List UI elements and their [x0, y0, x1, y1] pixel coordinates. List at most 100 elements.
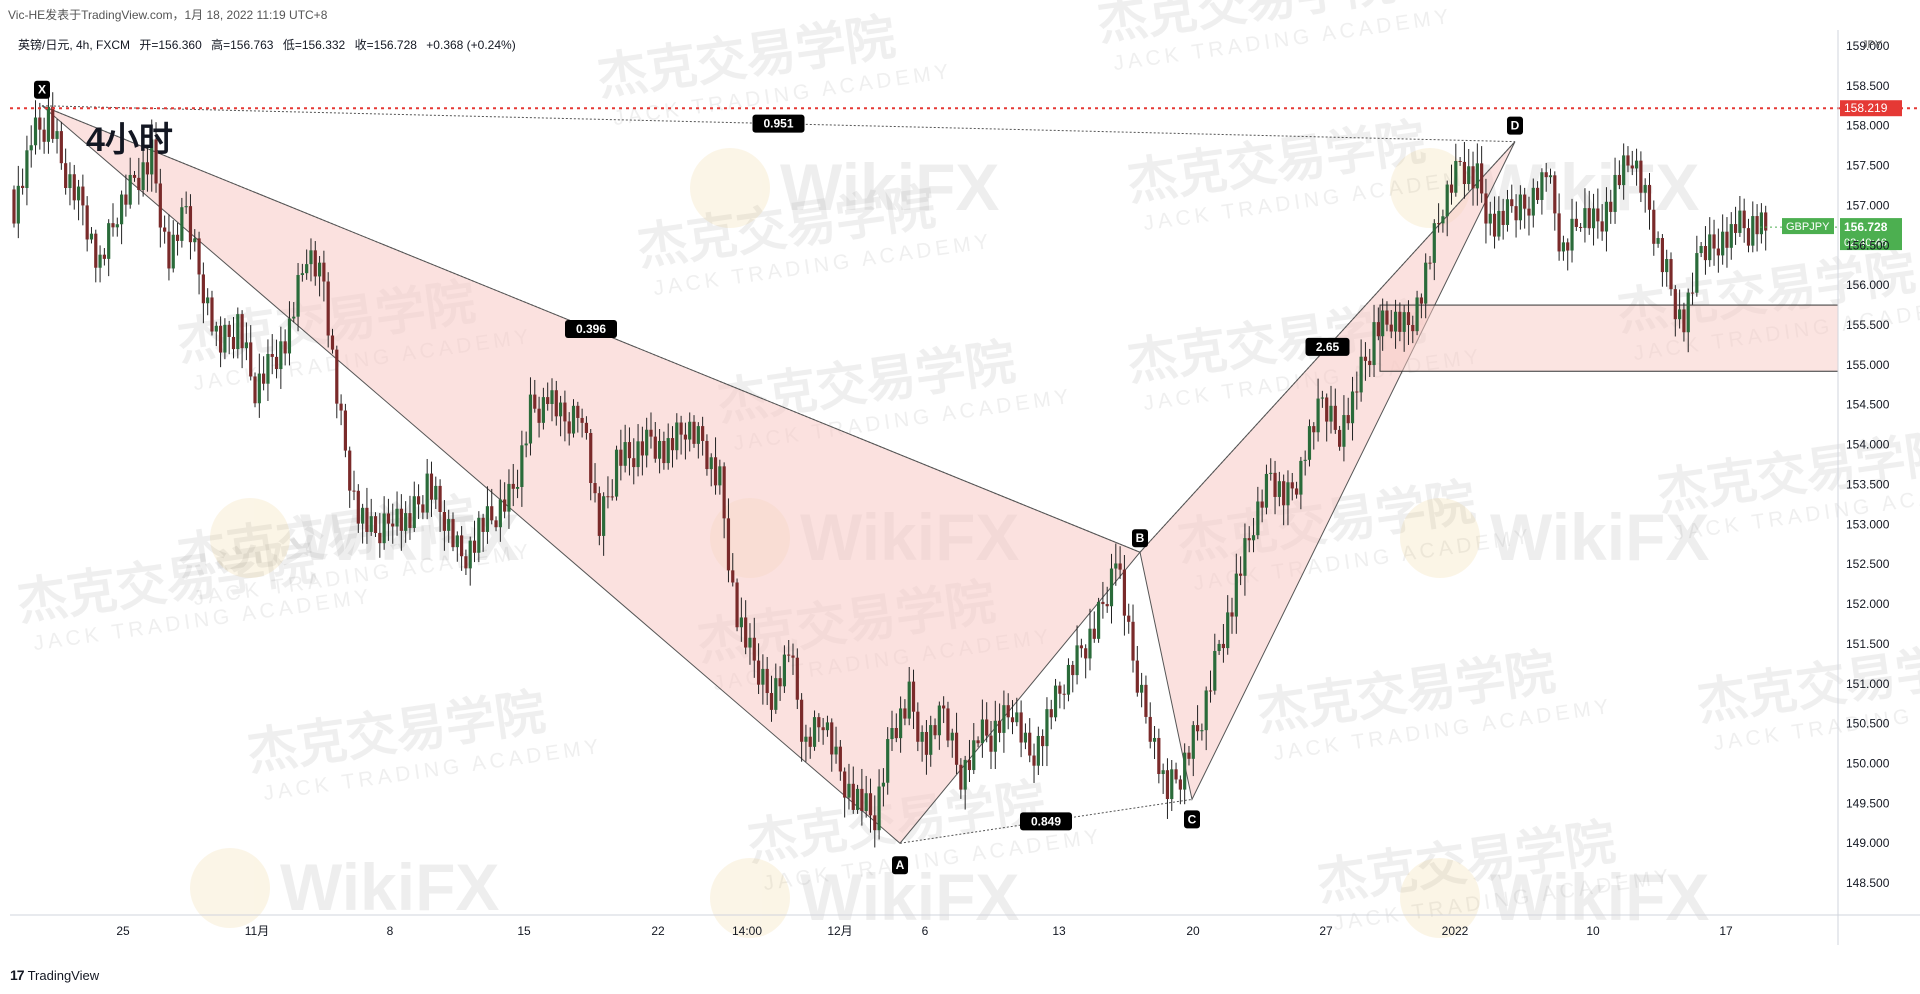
- candle-body: [1157, 737, 1161, 775]
- point-label-box: [34, 80, 50, 99]
- wikifx-circle-icon: [1400, 858, 1480, 938]
- candle-body: [972, 740, 976, 771]
- candle-body: [1071, 664, 1075, 676]
- candle-body: [447, 519, 451, 531]
- ratio-label: 2.65: [1316, 340, 1340, 354]
- candle-body: [636, 441, 640, 468]
- close-value: 收=156.728: [354, 38, 417, 52]
- candle-body: [503, 499, 507, 512]
- candle-body: [653, 436, 657, 459]
- candle-body: [1746, 228, 1751, 246]
- candle-body: [1277, 481, 1281, 497]
- candle-body: [838, 746, 842, 772]
- candle-body: [498, 499, 502, 528]
- point-label-x: X: [38, 83, 46, 97]
- candle-body: [916, 711, 920, 742]
- candle-body: [361, 507, 365, 524]
- candle-body: [1101, 601, 1105, 605]
- candle-body: [920, 731, 924, 742]
- candle-body: [1329, 405, 1333, 422]
- candle-body: [756, 660, 761, 685]
- candle-body: [550, 390, 554, 405]
- candle-body: [1161, 770, 1165, 775]
- time-tick-label: 2022: [1442, 924, 1469, 938]
- candle-body: [899, 708, 903, 739]
- candle-body: [1686, 292, 1690, 333]
- wikifx-circle-icon: [190, 848, 270, 928]
- price-tick-label: 150.500: [1846, 717, 1890, 731]
- candle-body: [132, 174, 137, 178]
- candle-body: [460, 535, 464, 557]
- candle-body: [1338, 429, 1342, 447]
- candle-body: [1247, 538, 1251, 541]
- time-tick-label: 27: [1319, 924, 1333, 938]
- candle-body: [903, 708, 907, 719]
- candle-body: [274, 356, 279, 370]
- candle-body: [950, 732, 954, 741]
- time-tick-label: 15: [517, 924, 531, 938]
- candle-body: [1118, 563, 1122, 570]
- candle-body: [322, 262, 326, 282]
- time-tick-label: 11月: [245, 924, 269, 938]
- resistance-price-tag: [1840, 100, 1902, 117]
- symbol-label[interactable]: 英镑/日元, 4h, FXCM: [18, 38, 131, 52]
- candle-body: [111, 223, 115, 228]
- time-tick-label: 6: [922, 924, 929, 938]
- candle-body: [356, 490, 360, 524]
- point-label-b: B: [1136, 531, 1145, 545]
- ratio-label-box: [1020, 812, 1072, 831]
- wikifx-text: WikiFX: [1490, 860, 1709, 934]
- candle-body: [528, 394, 533, 444]
- footer: 17 TradingView: [10, 967, 99, 983]
- footer-brand[interactable]: TradingView: [27, 967, 100, 983]
- candle-body: [886, 739, 890, 783]
- candle-body: [877, 786, 881, 831]
- candle-body: [188, 206, 193, 243]
- candle-body: [834, 746, 838, 755]
- candle-body: [1088, 628, 1092, 659]
- candle-body: [1690, 292, 1695, 294]
- price-tick-label: 151.000: [1846, 677, 1890, 691]
- candle-body: [1217, 643, 1221, 651]
- price-tick-label: 148.500: [1846, 876, 1890, 890]
- candle-body: [1234, 573, 1238, 617]
- candle-body: [1742, 210, 1746, 229]
- price-tick-label: 152.500: [1846, 557, 1890, 571]
- candle-body: [1540, 172, 1544, 200]
- candle-body: [597, 493, 601, 536]
- price-tick-label: 157.500: [1846, 159, 1890, 173]
- candle-body: [830, 722, 834, 755]
- candle-body: [145, 162, 150, 175]
- candle-body: [184, 206, 188, 208]
- candle-body: [343, 410, 348, 451]
- wikifx-logo: WikiFX: [1400, 858, 1709, 938]
- candle-body: [1363, 356, 1368, 361]
- candle-body: [472, 540, 477, 553]
- candle-body: [1398, 311, 1402, 332]
- candle-body: [1428, 262, 1432, 264]
- candle-body: [1084, 648, 1088, 659]
- candle-body: [1531, 187, 1535, 216]
- countdown-text: 02:40:46: [1844, 237, 1887, 249]
- candle-body: [399, 508, 403, 531]
- candle-body: [391, 523, 395, 527]
- candle-body: [283, 341, 287, 354]
- candle-body: [270, 353, 274, 357]
- candle-body: [645, 429, 649, 456]
- candle-body: [1557, 213, 1561, 252]
- candle-body: [494, 520, 498, 528]
- candle-body: [1152, 737, 1157, 742]
- candle-body: [1355, 391, 1359, 393]
- candle-body: [257, 373, 261, 404]
- candle-body: [1066, 664, 1071, 695]
- candle-body: [1187, 752, 1191, 759]
- candle-body: [1604, 201, 1609, 232]
- candle-body: [1260, 501, 1264, 508]
- point-label-c: C: [1188, 812, 1197, 826]
- candle-body: [1484, 193, 1488, 224]
- candle-body: [38, 117, 42, 130]
- candle-body: [1764, 212, 1768, 231]
- candle-body: [455, 535, 459, 548]
- candle-body: [300, 273, 304, 275]
